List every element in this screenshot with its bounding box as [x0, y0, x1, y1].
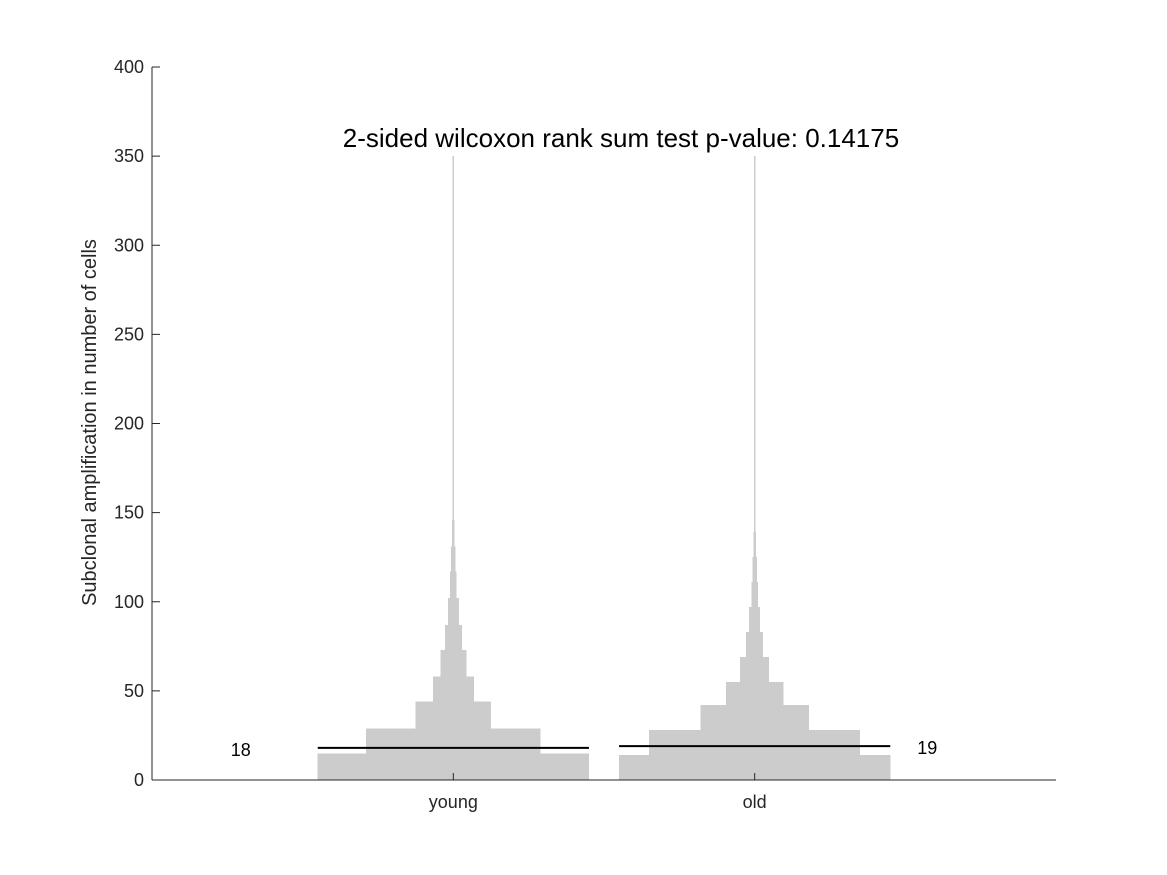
histogram-bin: [749, 607, 761, 633]
y-tick-label: 150: [114, 503, 144, 523]
histogram-bin: [440, 649, 467, 677]
y-tick-label: 300: [114, 235, 144, 255]
x-tick-label: old: [743, 792, 767, 812]
y-tick-label: 250: [114, 324, 144, 344]
histogram-bin: [752, 557, 757, 583]
histogram-bin: [451, 546, 456, 572]
histogram-bin: [432, 676, 474, 702]
histogram-bin: [450, 571, 457, 599]
median-label-old: 19: [917, 738, 937, 758]
histogram-bin: [452, 441, 454, 495]
median-label-young: 18: [231, 740, 251, 760]
y-tick-label: 400: [114, 57, 144, 77]
violins: [317, 156, 891, 780]
histogram-bin: [452, 519, 455, 547]
histogram-bin: [753, 484, 756, 533]
x-ticks: young old: [429, 773, 767, 812]
median-lines: 18 19: [231, 738, 938, 760]
y-tick-label: 350: [114, 146, 144, 166]
y-tick-label: 200: [114, 414, 144, 434]
violin-young: [317, 156, 589, 780]
y-tick-label: 50: [124, 681, 144, 701]
histogram-bin: [452, 494, 455, 520]
histogram-bin: [415, 701, 491, 729]
histogram-bin: [753, 532, 756, 558]
histogram-bin: [740, 657, 770, 682]
violin-old: [619, 156, 891, 780]
y-ticks: 0 50 100 150 200 250 300 350 400: [114, 57, 160, 790]
histogram-bin: [452, 156, 454, 442]
chart-title: 2-sided wilcoxon rank sum test p-value: …: [343, 123, 899, 153]
histogram-bin: [754, 156, 756, 485]
histogram-bin: [746, 632, 764, 658]
y-axis-label: Subclonal amplification in number of cel…: [79, 239, 101, 606]
histogram-bin: [444, 624, 462, 650]
y-tick-label: 0: [134, 770, 144, 790]
histogram-bin: [726, 681, 784, 706]
y-tick-label: 100: [114, 592, 144, 612]
histogram-bin: [649, 730, 861, 756]
histogram-bin: [751, 582, 758, 608]
histogram-bin: [447, 598, 459, 625]
histogram-bin: [365, 728, 541, 754]
x-tick-label: young: [429, 792, 478, 812]
histogram-bin: [700, 705, 809, 731]
